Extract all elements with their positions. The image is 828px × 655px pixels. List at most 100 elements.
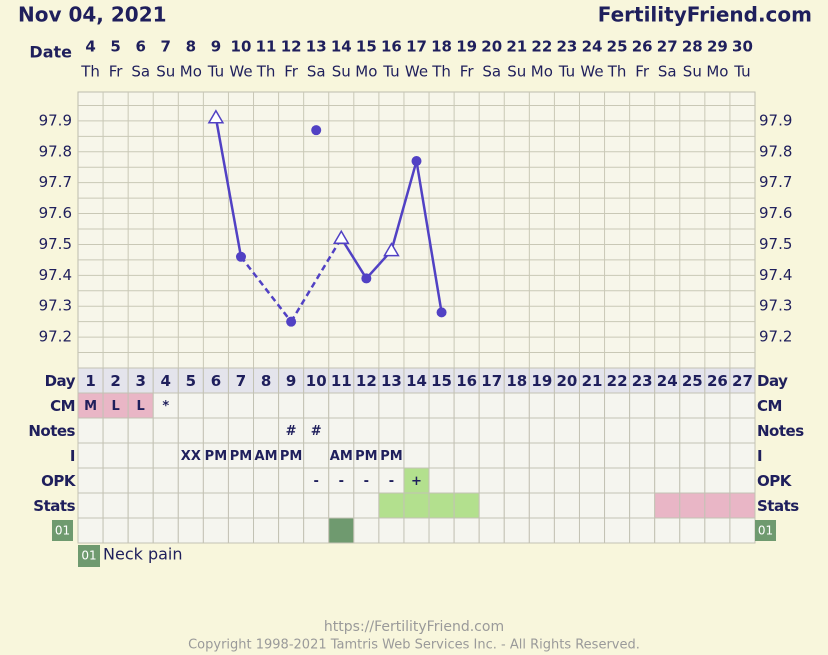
weekday-label: Fr (635, 63, 650, 81)
table-cell (227, 417, 255, 444)
table-cell (253, 442, 280, 469)
x-tick-label: 5 (110, 38, 120, 56)
cell-text: 18 (506, 372, 527, 390)
table-cell (528, 467, 555, 494)
temp-segment (214, 117, 243, 258)
cell-text: L (137, 399, 145, 414)
table-cell (102, 492, 129, 519)
x-tick-label: 16 (381, 38, 402, 56)
weekday-label: Fr (460, 63, 475, 81)
cell-text: L (111, 399, 119, 414)
table-cell (253, 392, 280, 419)
table-cell (453, 467, 480, 494)
table-cell (227, 467, 255, 494)
y-tick-label-right: 97.8 (759, 142, 792, 160)
weekday-label: Th (607, 63, 627, 81)
cell-text: 22 (607, 372, 628, 390)
cell-text: 24 (657, 372, 678, 390)
row-label-right: Notes (757, 422, 804, 440)
table-cell (177, 367, 204, 394)
row-label: Day (45, 372, 76, 390)
x-tick-label: 29 (707, 38, 728, 56)
table-cell (654, 417, 681, 444)
table-cell (353, 417, 380, 444)
table-cell (629, 442, 656, 469)
table-cell (503, 417, 530, 444)
table-cell (378, 417, 405, 444)
table-cell (77, 517, 104, 544)
table-cell (503, 517, 530, 544)
y-tick-label: 97.9 (39, 111, 72, 129)
table-cell (503, 467, 530, 494)
table-cell (729, 417, 756, 444)
table-cell (227, 392, 255, 419)
temp-segment (415, 160, 443, 313)
table-cell (729, 392, 756, 419)
cell-text: # (311, 424, 322, 439)
x-tick-label: 27 (657, 38, 678, 56)
table-cell (77, 417, 104, 444)
cell-text: 2 (110, 372, 120, 390)
x-tick-label: 28 (682, 38, 703, 56)
x-axis-label: Date (29, 43, 72, 62)
weekday-label: Mo (355, 63, 377, 81)
y-tick-label: 97.2 (39, 328, 72, 346)
table-cell (629, 517, 656, 544)
table-cell (127, 392, 154, 419)
table-cell (177, 467, 204, 494)
row-label-right: I (757, 447, 762, 465)
footer-url: https://FertilityFriend.com (324, 619, 504, 635)
table-cell (378, 517, 405, 544)
x-tick-label: 15 (356, 38, 377, 56)
table-cell (202, 367, 229, 394)
cell-text: 3 (135, 372, 145, 390)
table-cell (303, 392, 330, 419)
table-cell (704, 467, 731, 494)
table-cell (679, 492, 706, 519)
table-cell (629, 392, 656, 419)
table-cell (177, 392, 204, 419)
table-cell (578, 417, 606, 444)
cell-text: 4 (161, 372, 171, 390)
plot-area (77, 91, 756, 369)
x-tick-label: 9 (211, 38, 221, 56)
table-cell (704, 442, 731, 469)
table-cell (704, 367, 731, 394)
temp-marker (383, 242, 400, 257)
weekday-label: Su (156, 63, 175, 81)
y-tick-label: 97.7 (39, 173, 72, 191)
table-cell (679, 467, 706, 494)
table-cell (202, 417, 229, 444)
table-cell (152, 417, 179, 444)
table-cell (729, 467, 756, 494)
y-tick-label: 97.4 (39, 266, 72, 284)
table-cell (127, 442, 154, 469)
table-cell (428, 442, 455, 469)
table-cell (77, 392, 104, 419)
table-cell (278, 392, 305, 419)
table-cell (729, 367, 756, 394)
table-cell (478, 467, 505, 494)
table-cell (654, 392, 681, 419)
cell-text: 8 (261, 372, 271, 390)
table-cell (278, 492, 305, 519)
temp-marker (286, 316, 297, 327)
temp-marker (411, 156, 422, 167)
table-cell (553, 517, 580, 544)
weekday-label: Fr (109, 63, 124, 81)
cell-text: PM (380, 449, 402, 464)
x-tick-label: 19 (456, 38, 477, 56)
cell-text: 20 (557, 372, 578, 390)
weekday-label: We (229, 63, 252, 81)
weekday-label: Th (80, 63, 100, 81)
table-cell (453, 417, 480, 444)
table-cell (303, 492, 330, 519)
table-cell (303, 442, 330, 469)
x-tick-label: 7 (161, 38, 171, 56)
table-cell (679, 417, 706, 444)
table-cell (553, 492, 580, 519)
table-cell (578, 392, 606, 419)
table-cell (654, 442, 681, 469)
table-cell (202, 517, 229, 544)
